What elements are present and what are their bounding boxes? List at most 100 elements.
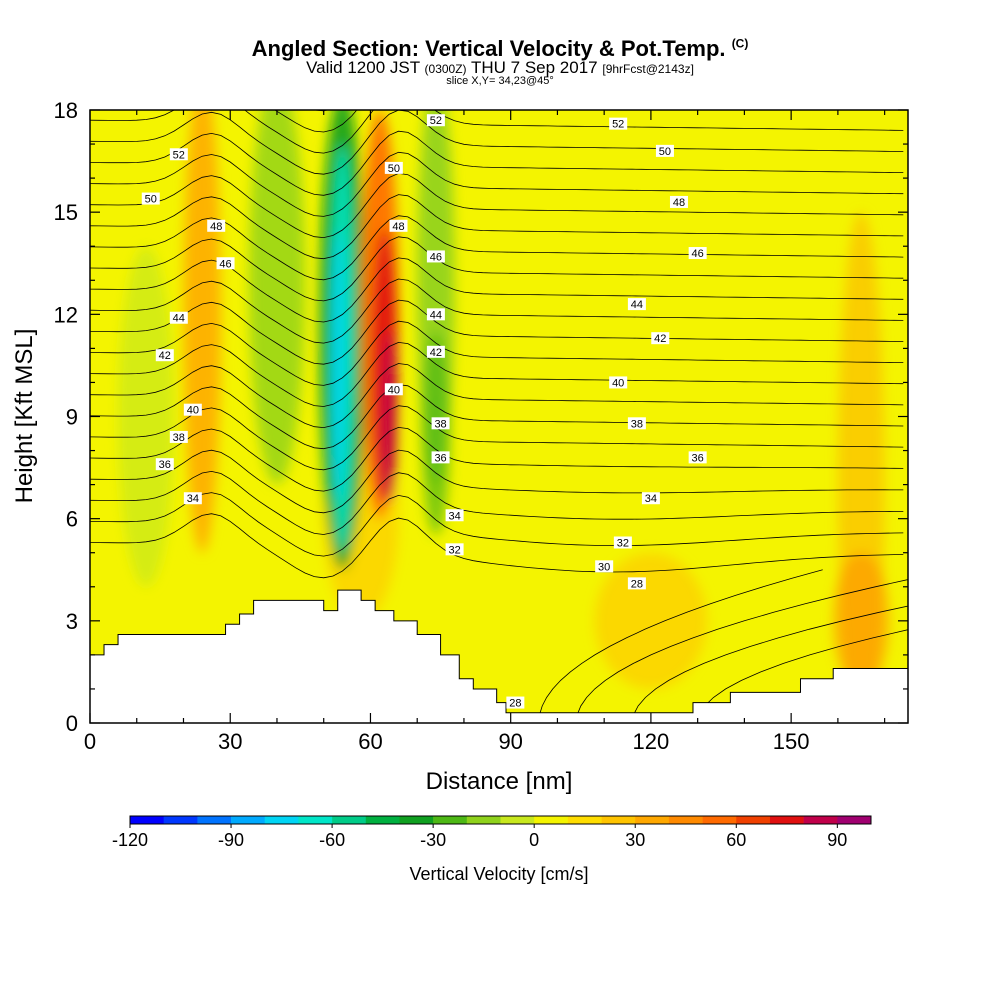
theta-contour <box>90 110 904 154</box>
contour-label-text: 44 <box>631 299 643 311</box>
theta-contour <box>575 579 908 723</box>
contour-label-text: 46 <box>219 258 231 270</box>
contour-label-bg <box>426 308 445 321</box>
colorbar-segment <box>163 816 198 824</box>
colorbar-tick-label: -30 <box>420 830 446 850</box>
colorbar-segment <box>702 816 737 824</box>
contour-label-bg <box>426 250 445 263</box>
colorbar-tick-label: 90 <box>827 830 847 850</box>
contour-label-bg <box>445 543 464 556</box>
contour-label: 44 <box>426 308 445 321</box>
contour-label-text: 38 <box>631 418 643 430</box>
velocity-cell <box>381 331 397 502</box>
contour-label-text: 52 <box>612 119 624 131</box>
contour-label-bg <box>169 311 188 324</box>
contour-label-bg <box>595 560 614 573</box>
contour-label-bg <box>669 195 688 208</box>
contour-label-text: 34 <box>645 493 657 505</box>
y-tick-label: 9 <box>66 405 78 430</box>
x-axis-title: Distance [nm] <box>426 768 573 795</box>
contour-label-text: 32 <box>617 538 629 550</box>
velocity-cell <box>330 229 346 502</box>
colorbar-segment <box>130 816 164 824</box>
chart-subtitle: Valid 1200 JST (0300Z) THU 7 Sep 2017 [9… <box>0 58 1000 78</box>
theta-contour <box>90 299 904 365</box>
colorbar-segment <box>332 816 367 824</box>
contour-label-text: 48 <box>392 221 404 233</box>
contour-label-text: 40 <box>612 377 624 389</box>
theta-contour <box>90 236 904 302</box>
theta-contour <box>90 341 904 407</box>
slice-info: slice X,Y= 34,23@45° <box>446 75 554 87</box>
colorbar-segment <box>736 816 771 824</box>
contour-label: 34 <box>641 492 660 505</box>
copyright-mark: (C) <box>731 36 749 51</box>
theta-contour <box>631 605 908 723</box>
theta-contour <box>90 194 904 260</box>
colorbar-title: Vertical Velocity [cm/s] <box>409 864 588 884</box>
contour-label: 28 <box>627 577 646 590</box>
contour-label: 36 <box>431 451 450 464</box>
theta-contour <box>697 629 908 723</box>
y-tick-label: 18 <box>54 98 78 123</box>
contour-label-bg <box>216 257 235 270</box>
contour-label: 38 <box>169 430 188 444</box>
contour-label: 48 <box>389 219 408 233</box>
theta-contour-labels: 52 52 52 50 50 50 48 48 48 46 46 46 44 44 44 42 42 42 40 40… <box>141 114 707 710</box>
contour-label-bg <box>627 298 646 311</box>
contour-label: 42 <box>426 345 445 359</box>
theta-contour <box>90 405 904 471</box>
colorbar-tick-label: -60 <box>319 830 345 850</box>
contour-label: 52 <box>426 114 445 127</box>
contour-label-bg <box>651 332 670 345</box>
x-tick-label: 150 <box>773 729 810 754</box>
contour-label-text: 46 <box>692 248 704 260</box>
contour-label-text: 42 <box>654 333 666 345</box>
theta-contour <box>90 426 904 492</box>
contour-label-bg <box>426 345 445 358</box>
contour-label-bg <box>688 247 707 260</box>
velocity-cell <box>594 552 708 689</box>
contour-label-text: 42 <box>159 350 171 362</box>
contour-label-text: 50 <box>145 194 157 206</box>
contour-label-text: 34 <box>448 510 460 522</box>
contour-label-bg <box>169 148 188 161</box>
terrain <box>90 589 908 723</box>
chart-title-main: Angled Section: Vertical Velocity & Pot.… <box>251 36 726 61</box>
theta-contour <box>538 569 823 723</box>
contour-label: 40 <box>384 383 403 396</box>
contour-label-text: 36 <box>434 452 446 464</box>
x-tick-label: 120 <box>633 729 670 754</box>
theta-contour <box>90 470 904 535</box>
contour-label-text: 36 <box>159 459 171 471</box>
velocity-cell <box>421 331 450 536</box>
valid-date: THU 7 Sep 2017 <box>470 58 598 77</box>
contour-label-text: 38 <box>434 418 446 430</box>
contour-label: 44 <box>627 298 646 311</box>
contour-label: 50 <box>384 161 403 175</box>
y-tick-label: 3 <box>66 609 78 634</box>
contour-label-bg <box>183 403 202 416</box>
contour-label: 28 <box>506 696 525 710</box>
velocity-cell <box>118 246 175 587</box>
contour-label-bg <box>609 117 628 130</box>
theta-contour <box>90 151 904 217</box>
colorbar-tick-label: 0 <box>529 830 539 850</box>
y-axis-title: Height [Kft MSL] <box>11 329 38 504</box>
contour-label-text: 50 <box>659 146 671 158</box>
colorbar-segment <box>433 816 468 824</box>
colorbar-segment <box>601 816 636 824</box>
contour-label-text: 40 <box>388 384 400 396</box>
colorbar-tick-label: 60 <box>726 830 746 850</box>
contour-label-bg <box>155 458 174 471</box>
contour-label: 42 <box>155 349 174 362</box>
contour-label-text: 46 <box>430 251 442 263</box>
contour-label-bg <box>688 451 707 464</box>
contour-label-text: 38 <box>173 432 185 444</box>
contour-label-bg <box>506 696 525 709</box>
colorbar-segment <box>769 816 804 824</box>
contour-label-bg <box>207 219 226 232</box>
colorbar-segment <box>500 816 535 824</box>
valid-utc: (0300Z) <box>424 62 467 76</box>
